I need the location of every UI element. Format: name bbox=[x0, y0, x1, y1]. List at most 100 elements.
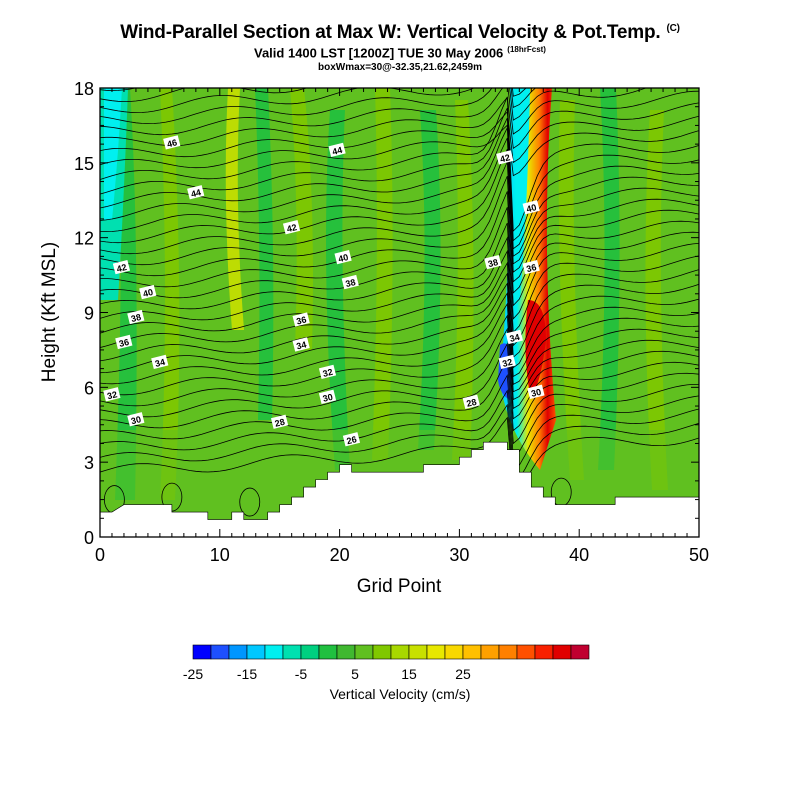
theta-contour-line bbox=[100, 110, 699, 164]
colorbar-swatch bbox=[354, 644, 374, 660]
colorbar-swatch bbox=[444, 644, 464, 660]
theta-label: 36 bbox=[115, 334, 133, 350]
theta-contour-line bbox=[100, 207, 699, 320]
theta-contour-line bbox=[100, 236, 699, 347]
colorbar-swatch bbox=[426, 644, 446, 660]
theta-label: 30 bbox=[527, 384, 545, 399]
colorbar-swatch bbox=[516, 644, 536, 660]
theta-contour-line bbox=[100, 149, 699, 273]
colorbar-tick-label: 25 bbox=[455, 666, 471, 682]
theta-label-text: 28 bbox=[274, 417, 286, 429]
colorbar-tick-labels: -25 -15 -5 5 15 25 bbox=[183, 666, 471, 682]
x-axis: 0 10 20 30 40 50 bbox=[95, 88, 709, 565]
theta-label-text: 44 bbox=[331, 145, 343, 157]
colorbar-swatch bbox=[192, 644, 212, 660]
theta-label: 46 bbox=[163, 135, 181, 150]
title-text: Wind-Parallel Section at Max W: Vertical… bbox=[120, 22, 661, 43]
theta-labels: 46 44 44 42 42 42 40 40 40 38 38 38 36 36 36 34 34 34 32 32… bbox=[103, 135, 545, 447]
theta-label-text: 32 bbox=[322, 367, 334, 379]
theta-contour-line bbox=[100, 302, 699, 401]
colorbar-swatch bbox=[210, 644, 230, 660]
theta-label-text: 44 bbox=[190, 187, 202, 199]
theta-contour-line bbox=[100, 416, 699, 495]
theta-label: 42 bbox=[282, 220, 301, 235]
colorbar-swatch bbox=[372, 644, 392, 660]
theta-label: 28 bbox=[462, 394, 480, 409]
theta-label: 42 bbox=[112, 259, 131, 275]
colorbar-swatch bbox=[534, 644, 554, 660]
theta-label-text: 30 bbox=[530, 387, 542, 399]
theta-label-text: 34 bbox=[509, 332, 521, 344]
theta-label-text: 40 bbox=[525, 202, 537, 214]
theta-label: 36 bbox=[292, 312, 310, 327]
theta-contour-line bbox=[100, 358, 699, 445]
theta-label-text: 42 bbox=[286, 222, 298, 234]
theta-contour-line bbox=[100, 342, 699, 432]
theta-contour-line bbox=[100, 292, 699, 393]
theta-label: 40 bbox=[139, 284, 157, 300]
y-tick-label: 3 bbox=[84, 453, 94, 473]
theta-contour-line bbox=[100, 282, 699, 385]
theta-label: 38 bbox=[341, 274, 359, 290]
theta-label-text: 38 bbox=[130, 312, 142, 324]
theta-contour-line bbox=[100, 249, 699, 359]
colorbar-swatch bbox=[264, 644, 284, 660]
theta-label-text: 32 bbox=[501, 357, 513, 369]
theta-contour-line bbox=[100, 88, 699, 136]
colorbar-swatch bbox=[282, 644, 302, 660]
x-tick-label: 20 bbox=[330, 545, 350, 565]
downdraft-shear bbox=[512, 88, 530, 300]
theta-label: 42 bbox=[496, 150, 514, 165]
theta-contour-line bbox=[100, 124, 699, 177]
theta-contour-line bbox=[100, 137, 699, 265]
surface-contour bbox=[239, 487, 261, 517]
theta-label-text: 36 bbox=[525, 262, 537, 274]
theta-label-text: 42 bbox=[116, 262, 128, 274]
theta-contour-line bbox=[100, 96, 699, 232]
colorbar-tick-label: -25 bbox=[183, 666, 203, 682]
theta-label-text: 36 bbox=[295, 314, 307, 326]
colorbar-swatch bbox=[228, 644, 248, 660]
x-tick-label: 0 bbox=[95, 545, 105, 565]
y-tick-label: 6 bbox=[84, 378, 94, 398]
theta-label-text: 42 bbox=[499, 152, 511, 164]
colorbar-swatch bbox=[300, 644, 320, 660]
theta-contour-line bbox=[100, 96, 699, 150]
theta-label: 34 bbox=[505, 329, 523, 345]
colorbar-swatch bbox=[570, 644, 590, 660]
theta-contour-line bbox=[100, 373, 699, 458]
theta-label-text: 30 bbox=[322, 392, 334, 404]
theta-label: 36 bbox=[522, 259, 540, 275]
x-tick-label: 10 bbox=[210, 545, 230, 565]
valid-text: Valid 1400 LST [1200Z] TUE 30 May 2006 bbox=[254, 45, 504, 61]
x-tick-label: 40 bbox=[569, 545, 589, 565]
theta-label: 32 bbox=[103, 387, 121, 402]
theta-contour-line bbox=[100, 191, 699, 307]
theta-label: 30 bbox=[127, 412, 145, 427]
colorbar-swatch bbox=[498, 644, 518, 660]
theta-label-text: 30 bbox=[130, 414, 142, 426]
theta-label: 40 bbox=[334, 249, 352, 265]
theta-label: 32 bbox=[498, 354, 516, 370]
theta-label-text: 40 bbox=[142, 287, 154, 299]
colorbar-tick-label: -15 bbox=[237, 666, 257, 682]
theta-label-text: 40 bbox=[337, 252, 349, 264]
y-tick-label: 15 bbox=[74, 154, 94, 174]
colorbar bbox=[192, 644, 590, 660]
updraft-core bbox=[525, 300, 546, 395]
theta-contour-line bbox=[100, 161, 699, 283]
left-downdraft-core bbox=[104, 88, 122, 220]
theta-label: 32 bbox=[318, 364, 337, 380]
colorbar-tick-label: 15 bbox=[401, 666, 417, 682]
theta-label: 28 bbox=[270, 414, 289, 429]
theta-contour-line bbox=[100, 127, 699, 257]
copyright-mark: (C) bbox=[666, 22, 680, 34]
box-max-info: boxWmax=30@-32.35,21.62,2459m bbox=[317, 62, 483, 73]
theta-label-text: 34 bbox=[154, 357, 166, 369]
chart-title: Wind-Parallel Section at Max W: Vertical… bbox=[0, 22, 800, 44]
valid-time: Valid 1400 LST [1200Z] TUE 30 May 2006 (1… bbox=[0, 45, 800, 60]
theta-contour-line bbox=[100, 327, 699, 420]
theta-label: 40 bbox=[522, 200, 540, 215]
